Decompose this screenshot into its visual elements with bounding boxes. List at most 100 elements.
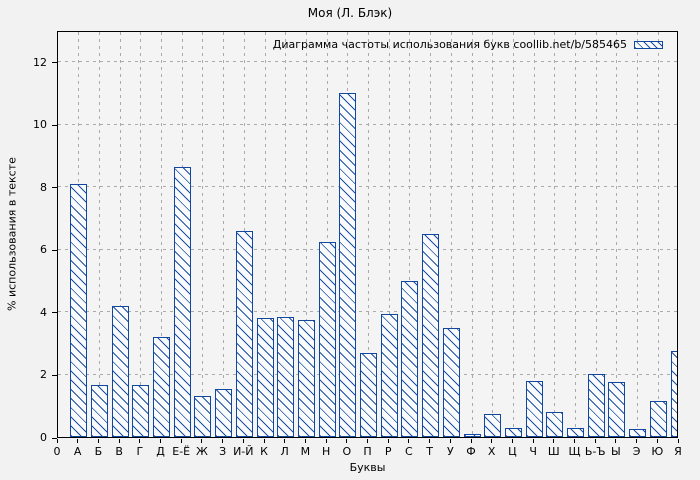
x-axis-title: Буквы (349, 461, 386, 474)
x-tick-label: Ж (195, 445, 208, 458)
x-tick-mark (574, 439, 575, 443)
x-tick-label: Щ (568, 445, 581, 458)
x-tick-mark (139, 439, 141, 443)
x-tick-mark (77, 439, 79, 443)
legend: Диаграмма частоты использования букв coo… (273, 38, 663, 51)
bar-Щ (567, 427, 584, 437)
bar-О (339, 93, 357, 437)
x-tick-label: Р (384, 445, 392, 458)
x-tick-label: В (115, 445, 123, 458)
x-gridline (409, 32, 411, 437)
x-tick-mark (118, 439, 120, 443)
x-tick-label: Ц (508, 445, 517, 458)
y-tick-mark (52, 187, 57, 189)
x-tick-mark (615, 439, 617, 443)
x-tick-label: С (405, 445, 413, 458)
bar-В (111, 305, 129, 437)
x-tick-mark (511, 439, 513, 443)
x-tick-mark (367, 439, 368, 443)
x-tick-label: Е-Ё (172, 445, 191, 458)
y-gridline (58, 186, 677, 188)
x-gridline (512, 32, 514, 437)
x-tick-label: К (260, 445, 268, 458)
bar-Ж (194, 396, 212, 437)
x-tick-mark (304, 439, 306, 443)
x-gridline (161, 32, 162, 437)
bar-Ф (463, 433, 481, 437)
y-tick-label: 12 (33, 55, 47, 69)
x-gridline (450, 32, 452, 437)
y-gridline (58, 123, 677, 125)
x-gridline (657, 32, 659, 437)
bar-Р (380, 313, 398, 437)
bar-Х (484, 413, 502, 437)
x-gridline (140, 32, 142, 437)
x-gridline (533, 32, 535, 437)
y-tick-mark (52, 249, 57, 251)
x-gridline (471, 32, 473, 437)
y-tick-mark (52, 374, 57, 376)
bar-Т (422, 233, 440, 437)
bar-И-Й (235, 230, 253, 437)
bar-Ш (546, 412, 564, 437)
x-tick-label: Ы (611, 445, 621, 458)
x-tick-mark (346, 439, 348, 443)
bar-Г (132, 385, 150, 437)
x-tick-mark (636, 439, 638, 443)
x-tick-mark (677, 439, 679, 443)
x-tick-mark (201, 439, 203, 443)
x-gridline (368, 32, 369, 437)
bar-М (297, 319, 315, 437)
bar-Ю (649, 401, 667, 437)
bar-Е-Ё (173, 166, 191, 437)
x-tick-label: Г (136, 445, 144, 458)
y-tick-label: 8 (40, 180, 47, 194)
y-tick-label: 6 (40, 243, 47, 257)
x-tick-label: М (300, 445, 311, 458)
plot-area: Диаграмма частоты использования букв coo… (57, 31, 678, 438)
y-gridline (58, 248, 677, 250)
bar-Ы (608, 382, 626, 437)
bar-А (70, 183, 88, 437)
x-tick-mark (97, 439, 99, 443)
x-tick-label: Я (674, 445, 682, 458)
bar-Л (277, 316, 295, 437)
bar-Ц (504, 427, 522, 437)
x-tick-mark (263, 439, 265, 443)
y-tick-label: 4 (40, 305, 47, 319)
x-tick-mark (222, 439, 224, 443)
x-tick-mark (387, 439, 389, 443)
x-tick-mark (553, 439, 555, 443)
legend-swatch (634, 40, 663, 49)
x-gridline (202, 32, 204, 437)
bar-Ч (525, 380, 543, 437)
x-gridline (285, 32, 287, 437)
x-tick-label: 0 (53, 445, 61, 458)
x-gridline (637, 32, 639, 437)
x-gridline (98, 32, 100, 437)
x-tick-mark (491, 439, 493, 443)
y-tick-label: 10 (33, 118, 47, 132)
x-tick-mark (429, 439, 431, 443)
y-tick-mark (52, 312, 57, 314)
x-tick-label: Б (94, 445, 103, 458)
x-tick-label: Н (321, 445, 331, 458)
x-tick-label: Ф (466, 445, 476, 458)
x-tick-mark (449, 439, 451, 443)
bar-З (215, 388, 233, 437)
x-gridline (119, 32, 121, 437)
x-gridline (575, 32, 576, 437)
x-tick-label: Ш (547, 445, 560, 458)
bar-К (256, 318, 274, 437)
y-tick-label: 0 (40, 431, 47, 444)
x-tick-mark (532, 439, 534, 443)
chart-title: Моя (Л. Блэк) (307, 6, 393, 20)
x-gridline (326, 32, 328, 437)
x-gridline (492, 32, 494, 437)
y-tick-mark (52, 124, 57, 126)
x-tick-label: Ю (651, 445, 664, 458)
x-tick-label: Т (426, 445, 433, 458)
y-tick-mark (52, 62, 57, 64)
x-tick-mark (656, 439, 658, 443)
